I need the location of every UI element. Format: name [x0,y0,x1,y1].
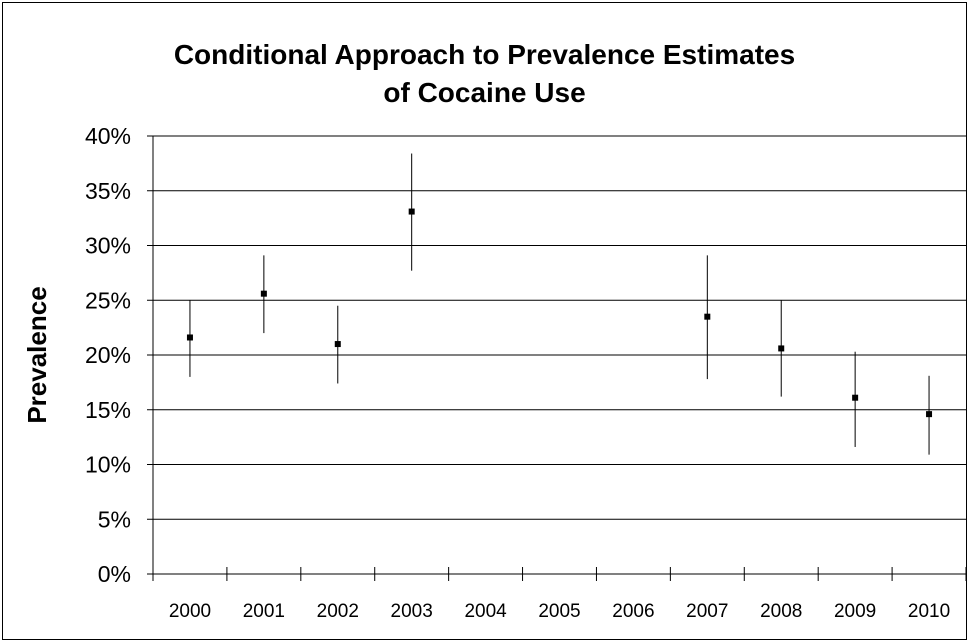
x-tick-label: 2009 [834,601,876,622]
y-tick-label: 5% [98,506,131,532]
x-tick-label: 2007 [686,601,728,622]
y-tick-label: 20% [85,342,131,368]
x-tick-label: 2002 [317,601,359,622]
chart-title-line-2: of Cocaine Use [383,77,586,108]
data-point [334,341,341,348]
x-tick-label: 2006 [612,601,654,622]
y-axis-label: Prevalence [22,286,52,423]
data-point-group [260,255,267,334]
grid-layer [153,135,966,520]
y-tick-label: 15% [85,397,131,423]
data-point [408,208,415,215]
data-point-group [926,375,933,455]
y-tick-label: 35% [85,178,131,204]
data-point [186,334,193,341]
x-tick-label: 2001 [243,601,285,622]
data-point [926,411,933,418]
axis-layer [147,135,967,581]
x-tick-label: 2004 [464,601,507,622]
y-tick-label: 25% [85,287,131,313]
y-tick-label: 40% [85,123,131,149]
data-point-group [778,300,785,397]
data-point [260,290,267,297]
data-point [852,394,859,401]
x-tick-label: 2008 [760,601,802,622]
x-tick-label: 2005 [538,601,580,622]
tick-label-layer: 0% 5% 10% 15% 20% 25% 30% 35% 40% 2000 2001 2002 200… [85,123,950,622]
data-point-group [852,351,859,447]
data-point-group [704,255,711,380]
data-point [704,313,711,320]
y-tick-label: 10% [85,452,131,478]
data-point-group [186,300,193,377]
x-tick-label: 2010 [908,601,950,622]
y-tick-label: 30% [85,233,131,259]
chart-title-line-1: Conditional Approach to Prevalence Estim… [173,39,796,70]
y-tick-label: 0% [98,561,131,587]
series-layer [186,153,933,455]
data-point-group [408,153,415,271]
x-tick-label: 2003 [391,601,433,622]
data-point-group [334,305,341,384]
data-point [778,345,785,352]
x-tick-label: 2000 [169,601,211,622]
